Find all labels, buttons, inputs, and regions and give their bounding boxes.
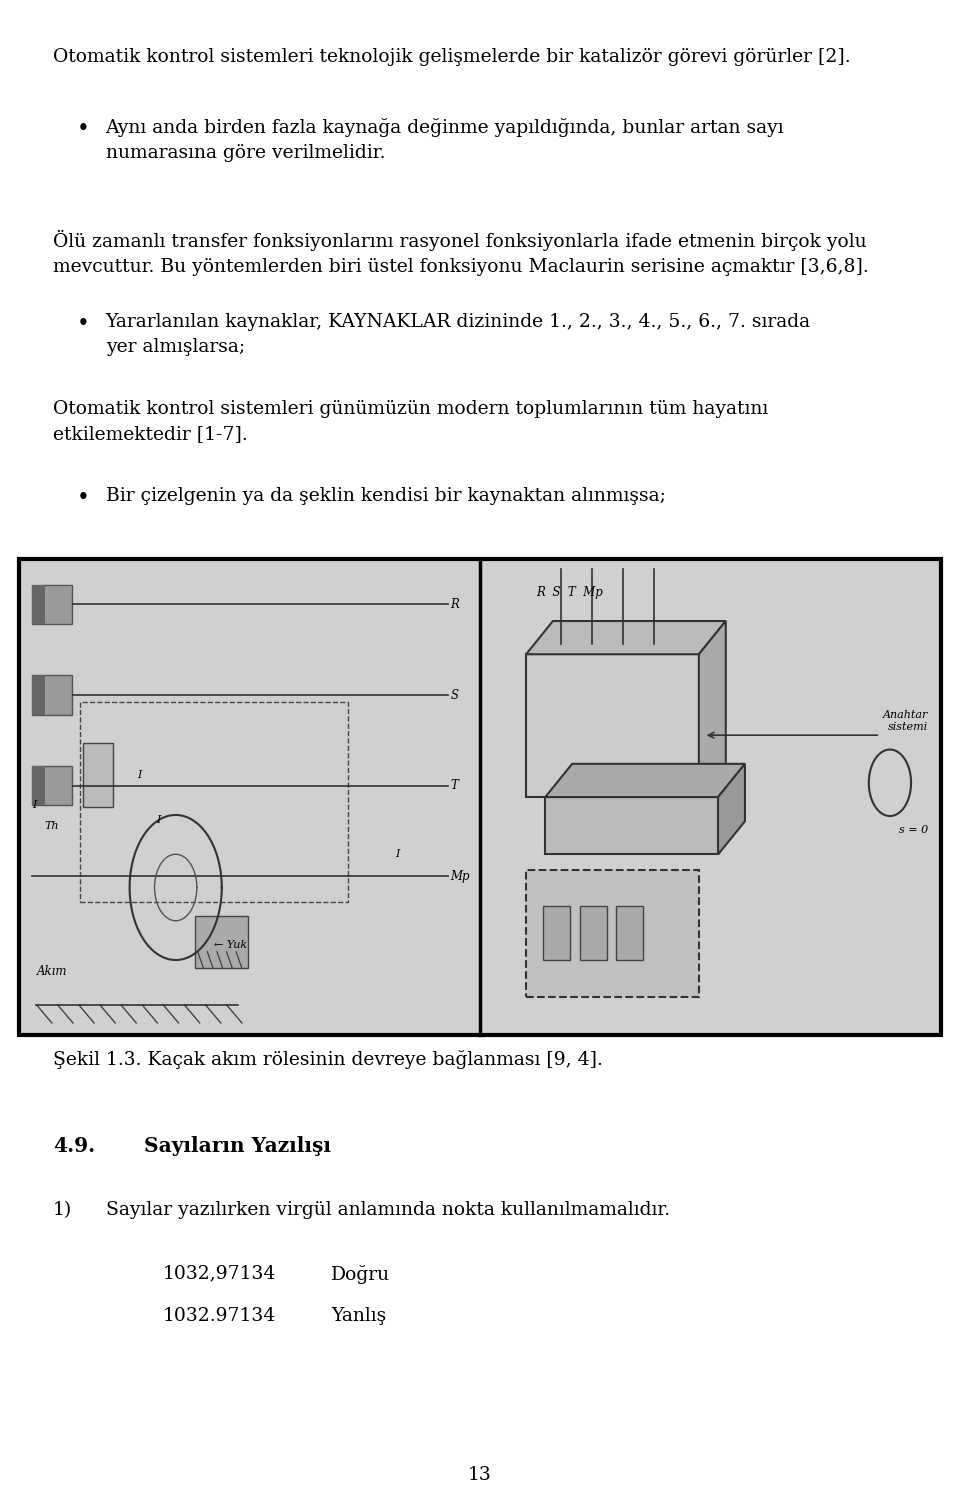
Polygon shape bbox=[718, 763, 745, 854]
Text: Doğru: Doğru bbox=[331, 1265, 391, 1284]
Text: Th: Th bbox=[44, 820, 59, 831]
Text: 13: 13 bbox=[468, 1466, 492, 1484]
Polygon shape bbox=[526, 621, 726, 654]
Text: Şekil 1.3. Kaçak akım rölesinin devreye bağlanması [9, 4].: Şekil 1.3. Kaçak akım rölesinin devreye … bbox=[53, 1050, 603, 1070]
Bar bbox=[32, 675, 45, 715]
Bar bbox=[580, 907, 607, 961]
Bar bbox=[80, 701, 348, 902]
Bar bbox=[32, 766, 45, 805]
Text: •: • bbox=[77, 313, 89, 335]
Text: •: • bbox=[77, 487, 89, 509]
Text: s = 0: s = 0 bbox=[900, 825, 928, 836]
Text: Sayılar yazılırken virgül anlamında nokta kullanılmamalıdır.: Sayılar yazılırken virgül anlamında nokt… bbox=[106, 1201, 670, 1219]
Bar bbox=[545, 796, 718, 854]
Polygon shape bbox=[545, 763, 745, 798]
Text: 1032.97134: 1032.97134 bbox=[163, 1307, 276, 1325]
Bar bbox=[543, 907, 570, 961]
Text: 1032,97134: 1032,97134 bbox=[163, 1265, 276, 1283]
Bar bbox=[19, 559, 941, 1035]
Text: Otomatik kontrol sistemleri teknolojik gelişmelerde bir katalizör görevi görürle: Otomatik kontrol sistemleri teknolojik g… bbox=[53, 48, 851, 66]
Text: Yararlanılan kaynaklar, KAYNAKLAR dizininde 1., 2., 3., 4., 5., 6., 7. sırada
ye: Yararlanılan kaynaklar, KAYNAKLAR dizini… bbox=[106, 313, 811, 355]
Bar bbox=[195, 916, 248, 969]
Bar bbox=[616, 907, 643, 961]
Text: Sayıların Yazılışı: Sayıların Yazılışı bbox=[144, 1136, 331, 1156]
Bar bbox=[32, 585, 72, 624]
Text: Akım: Akım bbox=[36, 964, 67, 978]
Text: T: T bbox=[450, 780, 458, 792]
Text: Yanlış: Yanlış bbox=[331, 1307, 387, 1325]
Text: Ölü zamanlı transfer fonksiyonlarını rasyonel fonksiyonlarla ifade etmenin birço: Ölü zamanlı transfer fonksiyonlarını ras… bbox=[53, 230, 869, 277]
Text: Mp: Mp bbox=[450, 870, 469, 882]
Text: Otomatik kontrol sistemleri günümüzün modern toplumlarının tüm hayatını
etkileme: Otomatik kontrol sistemleri günümüzün mo… bbox=[53, 400, 768, 443]
Polygon shape bbox=[699, 621, 726, 798]
Text: I: I bbox=[396, 849, 400, 860]
Text: 1): 1) bbox=[53, 1201, 72, 1219]
Bar bbox=[32, 766, 72, 805]
Text: Aynı anda birden fazla kaynağa değinme yapıldığında, bunlar artan sayı
numarasın: Aynı anda birden fazla kaynağa değinme y… bbox=[106, 118, 784, 162]
Text: S: S bbox=[450, 689, 458, 701]
Text: R: R bbox=[450, 598, 459, 610]
Bar bbox=[83, 743, 113, 807]
Text: I: I bbox=[32, 801, 36, 810]
Text: Bir çizelgenin ya da şeklin kendisi bir kaynaktan alınmışsa;: Bir çizelgenin ya da şeklin kendisi bir … bbox=[106, 487, 665, 505]
Text: Anahtar
sistemi: Anahtar sistemi bbox=[883, 710, 928, 733]
Text: I: I bbox=[156, 816, 161, 825]
Text: R  S  T  Mp: R S T Mp bbox=[536, 586, 603, 600]
Bar bbox=[526, 869, 699, 997]
Bar bbox=[526, 654, 699, 798]
Text: ← Yuk: ← Yuk bbox=[214, 940, 248, 949]
Text: I: I bbox=[137, 771, 142, 780]
Text: 4.9.: 4.9. bbox=[53, 1136, 95, 1156]
Bar bbox=[32, 675, 72, 715]
Text: •: • bbox=[77, 118, 89, 141]
Bar bbox=[32, 585, 45, 624]
